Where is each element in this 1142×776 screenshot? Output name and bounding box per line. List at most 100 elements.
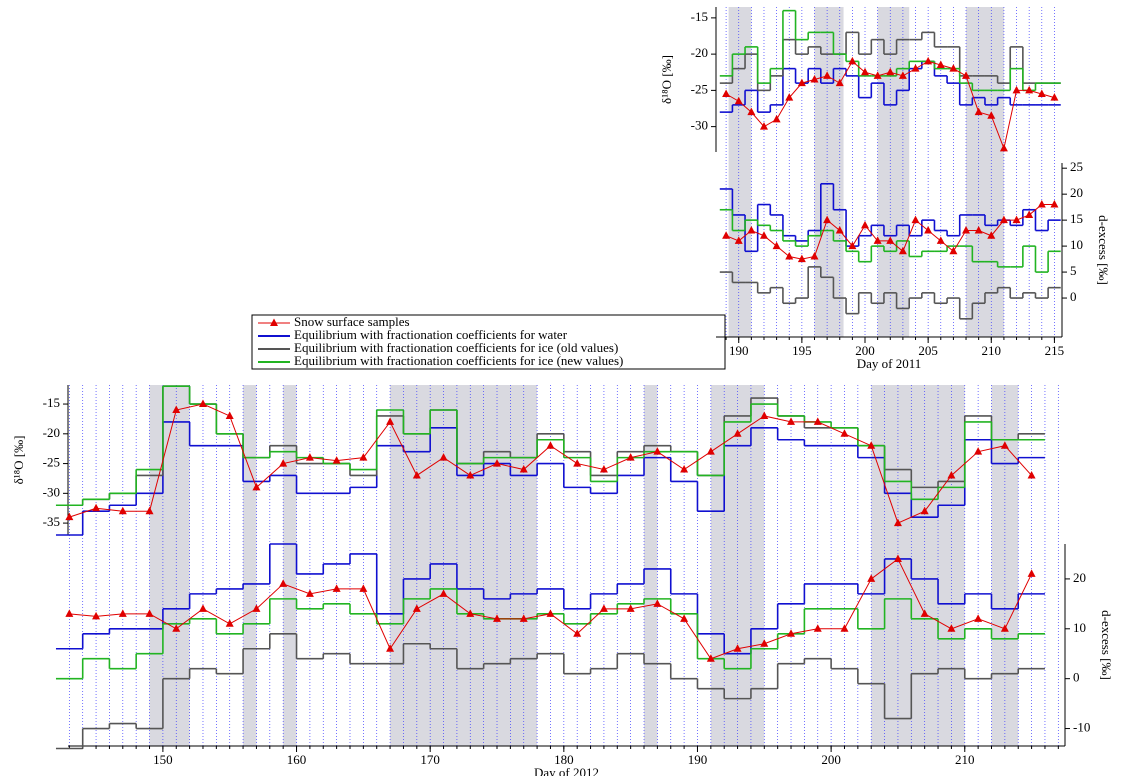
shaded-period (966, 7, 1004, 337)
sample-marker (734, 236, 743, 244)
shaded-period (644, 385, 658, 746)
sample-marker (722, 231, 731, 239)
sample-marker (1050, 200, 1059, 208)
sample-marker (974, 614, 983, 622)
x-tick-label: 190 (688, 752, 708, 767)
sample-marker (493, 614, 502, 622)
sample-marker (947, 470, 956, 479)
legend-label: Equilibrium with fractionation coefficie… (294, 353, 623, 368)
x-tick-label: 205 (918, 343, 938, 358)
y-tick-label: -25 (43, 455, 60, 470)
y-axis-label: d-excess [‰] (1099, 610, 1114, 680)
sample-marker (759, 122, 768, 130)
sample-marker (898, 71, 907, 79)
sample-marker (599, 465, 608, 473)
sample-marker (787, 629, 796, 637)
y-tick-label: 5 (1070, 263, 1077, 278)
sample-marker (810, 251, 819, 260)
sample-marker (947, 624, 956, 632)
sample-marker (886, 236, 895, 244)
sample-marker (198, 399, 207, 408)
sample-marker (1027, 569, 1036, 577)
y-tick-label: -10 (1073, 720, 1090, 735)
y-tick-label: -30 (43, 484, 60, 499)
sample-marker (886, 67, 895, 76)
sample-marker (1027, 470, 1036, 479)
sample-marker (813, 624, 822, 632)
x-tick-label: 160 (287, 752, 307, 767)
sample-marker (747, 107, 756, 116)
y-tick-label: 15 (1070, 211, 1083, 226)
legend-label: Snow surface samples (294, 314, 410, 329)
sample-marker (772, 114, 781, 123)
sample-marker (848, 241, 857, 250)
sample-marker (466, 609, 475, 617)
sample-marker (573, 459, 582, 467)
sample-marker (252, 482, 261, 491)
sample-marker (936, 60, 945, 68)
sample-marker (734, 96, 743, 105)
sample-marker (949, 64, 958, 72)
shaded-period (283, 385, 297, 746)
y-tick-label: 0 (1073, 670, 1080, 685)
sample-marker (760, 639, 769, 647)
sample-marker (546, 441, 555, 449)
sample-marker (1000, 624, 1009, 632)
sample-marker (706, 447, 715, 455)
y-tick-label: 10 (1073, 620, 1086, 635)
y-tick-label: -25 (691, 81, 708, 96)
x-tick-label: 190 (729, 343, 749, 358)
sample-marker (359, 584, 368, 592)
sample-marker (772, 241, 781, 250)
shaded-period (728, 7, 752, 337)
sample-marker (1037, 89, 1046, 97)
sample-marker (145, 506, 154, 515)
sample-marker (974, 226, 983, 234)
y-tick-label: -15 (43, 395, 60, 410)
sample-marker (65, 512, 74, 521)
sample-marker (172, 405, 181, 413)
y-tick-label: 10 (1070, 237, 1083, 252)
sample-marker (873, 236, 882, 244)
legend-label: Equilibrium with fractionation coefficie… (294, 340, 618, 355)
sample-marker (412, 604, 421, 612)
sample-marker (911, 64, 920, 72)
shaded-period (814, 7, 844, 337)
x-tick-label: 210 (955, 752, 975, 767)
y-tick-label: -30 (691, 118, 708, 133)
sample-marker (332, 456, 341, 464)
sample-marker (861, 220, 870, 229)
sample-marker (118, 609, 127, 617)
sample-marker (924, 226, 933, 234)
sample-marker (760, 411, 769, 419)
sample-marker (893, 518, 902, 527)
sample-marker (519, 465, 528, 473)
sample-marker (626, 453, 635, 461)
sample-marker (1012, 215, 1021, 224)
y-axis-label: d-excess [‰] (1096, 215, 1111, 285)
sample-marker (911, 215, 920, 224)
sample-marker (797, 78, 806, 87)
sample-marker (1000, 441, 1009, 449)
x-tick-label: 200 (821, 752, 841, 767)
sample-marker (936, 236, 945, 244)
sample-marker (92, 503, 101, 512)
sample-marker (172, 624, 181, 632)
y-tick-label: -15 (691, 9, 708, 24)
sample-marker (519, 614, 528, 622)
x-tick-label: 170 (420, 752, 440, 767)
sample-marker (198, 604, 207, 612)
x-tick-label: 195 (792, 343, 812, 358)
x-tick-label: 150 (153, 752, 173, 767)
sample-marker (1037, 200, 1046, 208)
sample-marker (747, 226, 756, 234)
sample-marker (305, 453, 314, 461)
sample-marker (840, 429, 849, 437)
sample-marker (626, 604, 635, 612)
sample-marker (787, 417, 796, 425)
sample-marker (949, 246, 958, 255)
sample-marker (920, 506, 929, 515)
sample-marker (924, 56, 933, 65)
sample-marker (835, 226, 844, 234)
